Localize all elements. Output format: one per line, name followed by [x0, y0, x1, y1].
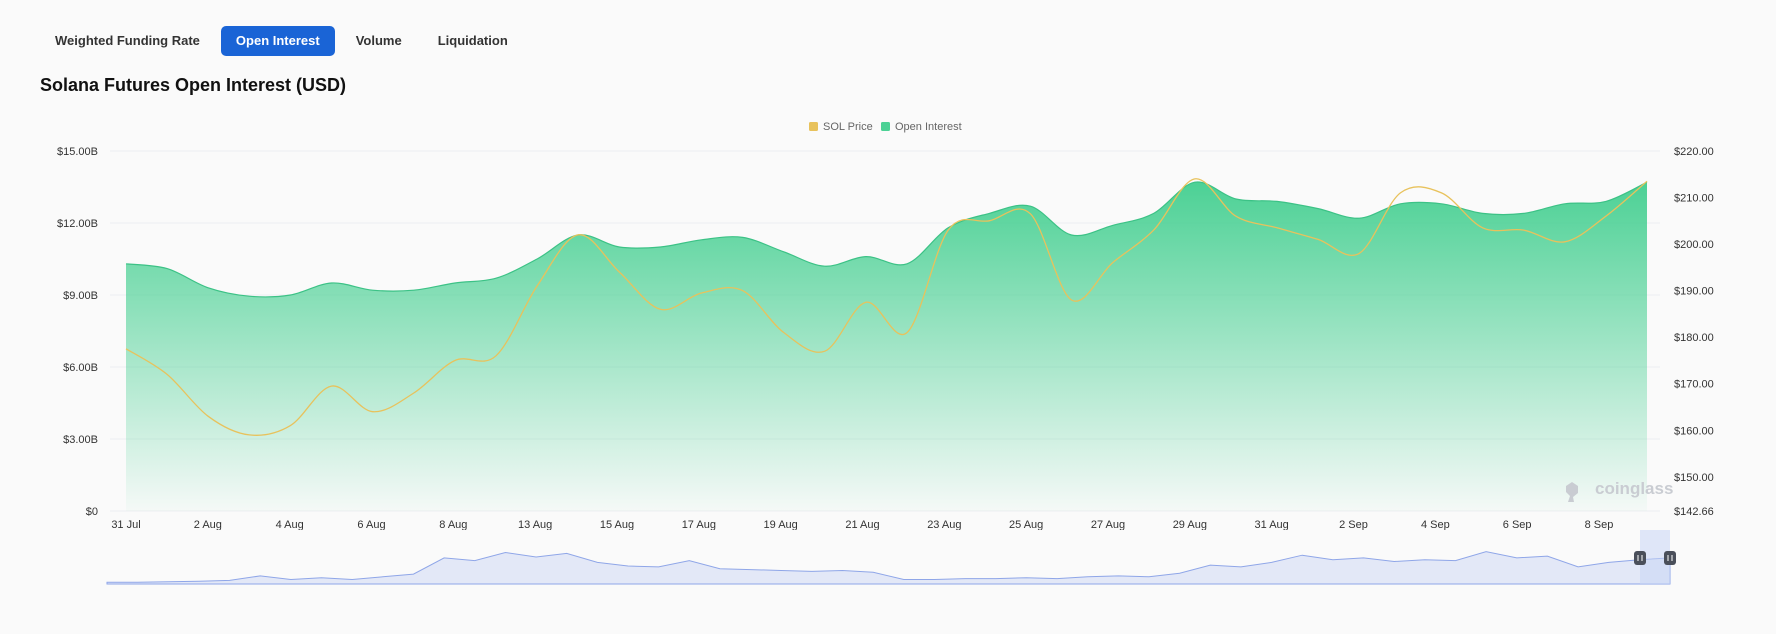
navigator[interactable]: [106, 530, 1676, 585]
chart-tabs: Weighted Funding Rate Open Interest Volu…: [40, 26, 523, 56]
x-tick-label: 31 Jul: [111, 519, 140, 531]
chart-legend: SOL Price Open Interest: [809, 121, 962, 133]
y-left-tick-label: $9.00B: [63, 290, 98, 302]
legend-open-interest-label[interactable]: Open Interest: [895, 121, 962, 133]
page-title: Solana Futures Open Interest (USD): [40, 75, 347, 95]
x-tick-label: 4 Aug: [276, 519, 304, 531]
tab-open-interest[interactable]: Open Interest: [220, 26, 335, 56]
open-interest-area: [126, 181, 1647, 511]
x-axis: 31 Jul 2 Aug 4 Aug 6 Aug 8 Aug 13 Aug 15 Aug 17…: [111, 519, 1613, 531]
legend-sol-price-label[interactable]: SOL Price: [823, 121, 873, 133]
x-tick-label: 2 Sep: [1339, 519, 1368, 531]
y-right-tick-label: $180.00: [1674, 332, 1714, 344]
navigator-series: [106, 551, 1671, 585]
left-y-axis: $0 $3.00B $6.00B $9.00B $12.00B $15.00B: [57, 146, 98, 518]
open-interest-line: [125, 181, 1648, 298]
x-tick-label: 15 Aug: [600, 519, 634, 531]
x-tick-label: 31 Aug: [1255, 519, 1289, 531]
handle-grip[interactable]: [1634, 551, 1646, 565]
y-left-tick-label: $0: [86, 506, 98, 518]
legend-sol-price-swatch[interactable]: [809, 122, 818, 131]
x-tick-label: 8 Aug: [439, 519, 467, 531]
x-tick-label: 23 Aug: [927, 519, 961, 531]
x-tick-label: 29 Aug: [1173, 519, 1207, 531]
y-right-tick-label: $142.66: [1674, 506, 1714, 518]
y-right-tick-label: $200.00: [1674, 239, 1714, 251]
y-left-tick-label: $12.00B: [57, 218, 98, 230]
x-tick-label: 4 Sep: [1421, 519, 1450, 531]
tab-volume[interactable]: Volume: [340, 26, 417, 56]
navigator-left-handle[interactable]: [1634, 551, 1646, 565]
x-tick-label: 27 Aug: [1091, 519, 1125, 531]
y-right-tick-label: $150.00: [1674, 472, 1714, 484]
legend-open-interest-swatch[interactable]: [881, 122, 890, 131]
coinglass-watermark: coinglass: [1566, 479, 1673, 502]
sol-price-line: [125, 178, 1648, 436]
y-left-tick-label: $3.00B: [63, 434, 98, 446]
tab-liquidation[interactable]: Liquidation: [422, 26, 523, 56]
x-tick-label: 19 Aug: [764, 519, 798, 531]
x-tick-label: 2 Aug: [194, 519, 222, 531]
x-tick-label: 6 Sep: [1503, 519, 1532, 531]
x-tick-label: 8 Sep: [1585, 519, 1614, 531]
y-right-tick-label: $160.00: [1674, 425, 1714, 437]
handle-grip[interactable]: [1664, 551, 1676, 565]
y-right-tick-label: $170.00: [1674, 379, 1714, 391]
y-left-tick-label: $15.00B: [57, 146, 98, 158]
coinglass-logo-icon: [1566, 482, 1578, 502]
watermark-text: coinglass: [1595, 479, 1673, 498]
y-right-tick-label: $190.00: [1674, 286, 1714, 298]
y-right-tick-label: $210.00: [1674, 193, 1714, 205]
x-tick-label: 6 Aug: [357, 519, 385, 531]
y-left-tick-label: $6.00B: [63, 362, 98, 374]
x-tick-label: 13 Aug: [518, 519, 552, 531]
x-tick-label: 17 Aug: [682, 519, 716, 531]
series-layer: [125, 178, 1648, 511]
navigator-right-handle[interactable]: [1664, 551, 1676, 565]
y-right-tick-label: $220.00: [1674, 146, 1714, 158]
right-y-axis: $142.66 $150.00 $160.00 $170.00 $180.00 $190.…: [1674, 146, 1714, 518]
x-tick-label: 21 Aug: [845, 519, 879, 531]
tab-weighted-funding-rate[interactable]: Weighted Funding Rate: [40, 26, 215, 56]
x-tick-label: 25 Aug: [1009, 519, 1043, 531]
